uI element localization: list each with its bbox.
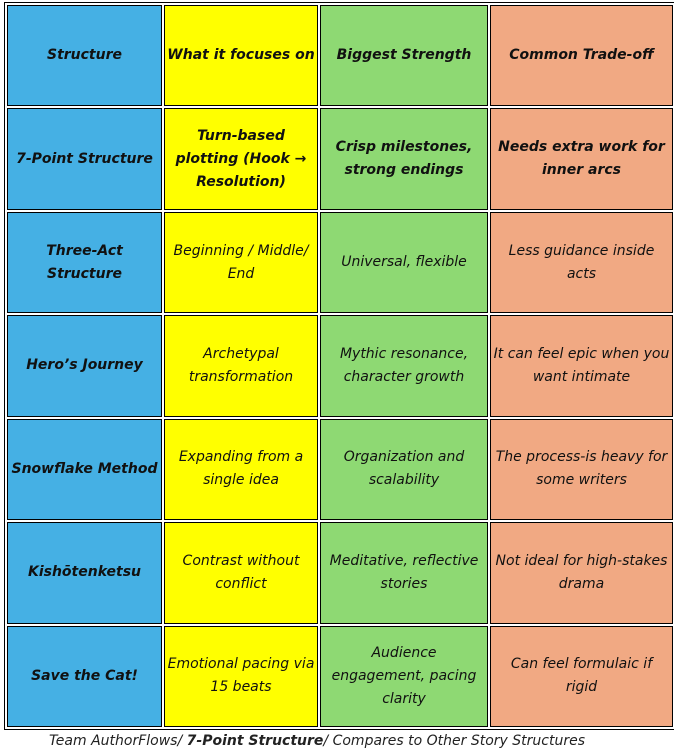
table-cell: Not ideal for high-stakes drama [490, 522, 673, 624]
caption-part: 7-Point Structure [186, 733, 324, 749]
table-cell: Hero’s Journey [7, 315, 162, 417]
table-wrap: Structure What it focuses on Biggest Stren… [4, 2, 674, 730]
table-row: Save the Cat! Emotional pacing via 15 bea… [7, 625, 673, 727]
table-cell: Emotional pacing via 15 beats [164, 625, 318, 727]
header-cell: Common Trade-off [490, 5, 673, 107]
header-row: Structure What it focuses on Biggest Stren… [7, 5, 673, 107]
table-cell: Less guidance inside acts [490, 211, 673, 314]
table-cell: Audience engagement, pacing clarity [320, 625, 488, 727]
table-cell: Turn-based plotting (Hook → Resolution) [164, 108, 318, 210]
caption-part: / Compares to Other Story Structures [323, 733, 586, 749]
comparison-table: Structure What it focuses on Biggest Stren… [4, 2, 674, 730]
caption: Team AuthorFlows/ 7-Point Structure/ Com… [0, 733, 634, 749]
table-cell: Beginning / Middle/ End [164, 211, 318, 314]
table-cell: Archetypal transformation [164, 315, 318, 417]
table-cell: Snowflake Method [7, 418, 162, 521]
table-cell: Organization and scalability [320, 418, 488, 521]
table-cell: Mythic resonance, character growth [320, 315, 488, 417]
table-cell: 7-Point Structure [7, 108, 162, 210]
table-cell: Three-Act Structure [7, 211, 162, 314]
table-cell: Can feel formulaic if rigid [490, 625, 673, 727]
table-row: Three-Act Structure Beginning / Middle/ E… [7, 211, 673, 314]
table-cell: Crisp milestones, strong endings [320, 108, 488, 210]
table-cell: It can feel epic when you want intimate [490, 315, 673, 417]
table-cell: Universal, flexible [320, 211, 488, 314]
table-row: Kishōtenketsu Contrast without conflict Me… [7, 522, 673, 624]
table-cell: Meditative, reflective stories [320, 522, 488, 624]
header-cell: Structure [7, 5, 162, 107]
header-cell: Biggest Strength [320, 5, 488, 107]
table-cell: Needs extra work for inner arcs [490, 108, 673, 210]
table-row: Snowflake Method Expanding from a single … [7, 418, 673, 521]
table-cell: Expanding from a single idea [164, 418, 318, 521]
header-cell: What it focuses on [164, 5, 318, 107]
table-cell: The process-is heavy for some writers [490, 418, 673, 521]
table-row: 7-Point Structure Turn-based plotting (Ho… [7, 108, 673, 210]
caption-part: Team AuthorFlows/ [48, 733, 187, 749]
table-row: Hero’s Journey Archetypal transformation M… [7, 315, 673, 417]
table-cell: Save the Cat! [7, 625, 162, 727]
table-cell: Kishōtenketsu [7, 522, 162, 624]
table-cell: Contrast without conflict [164, 522, 318, 624]
